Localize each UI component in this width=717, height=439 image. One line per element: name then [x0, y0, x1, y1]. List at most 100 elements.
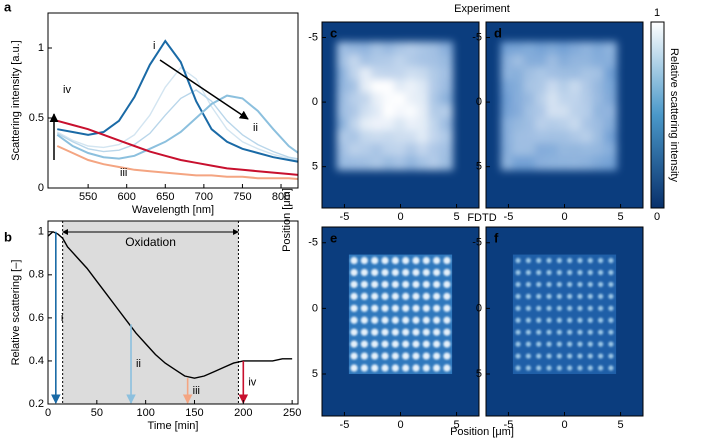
lattice-dot: [412, 268, 420, 277]
lattice-dot: [515, 281, 521, 288]
lattice-dot: [587, 353, 593, 359]
lattice-dot: [536, 341, 542, 347]
lattice-dot: [422, 328, 430, 336]
blob: [348, 54, 362, 69]
blob: [439, 130, 454, 145]
lattice-dot: [422, 292, 430, 300]
blob: [439, 117, 454, 133]
blob: [580, 155, 595, 171]
blob: [500, 104, 515, 120]
x-tick-label: 700: [195, 191, 213, 203]
blob: [535, 54, 549, 69]
series-line: [56, 66, 298, 161]
x-axis-label: Position [μm]: [450, 426, 514, 438]
blob: [580, 104, 595, 120]
blob: [336, 92, 351, 107]
lattice-dot: [556, 257, 562, 264]
blob: [371, 66, 385, 82]
lattice-dot: [422, 256, 430, 265]
lattice-dot: [515, 305, 521, 311]
blob: [535, 155, 549, 171]
blob: [393, 117, 408, 133]
blob: [569, 41, 583, 57]
blob: [546, 79, 560, 95]
lattice-dot: [598, 305, 604, 311]
blob: [348, 92, 362, 107]
x-tick-label: 5: [618, 419, 624, 431]
blob: [592, 117, 606, 133]
lattice-dot: [546, 305, 552, 311]
blob: [603, 92, 618, 107]
blob: [439, 92, 454, 107]
y-tick-label: 5: [312, 368, 318, 380]
panel-label: d: [494, 25, 502, 40]
blob: [439, 79, 454, 95]
lattice-dot: [608, 257, 614, 264]
x-tick-label: 50: [91, 407, 103, 419]
lattice-dot: [536, 329, 542, 335]
lattice-dot: [587, 305, 593, 311]
lattice-dot: [371, 304, 379, 312]
y-tick-label: 0.5: [29, 112, 44, 124]
blob: [382, 66, 396, 82]
blob: [439, 155, 454, 171]
lattice-dot: [577, 293, 583, 299]
blob: [580, 54, 595, 69]
panel-label: a: [4, 0, 12, 14]
lattice-dot: [371, 280, 379, 289]
lattice-dot: [546, 329, 552, 335]
blob: [580, 117, 595, 133]
x-tick-label: -5: [504, 211, 514, 223]
blob: [512, 79, 526, 95]
lattice-dot: [350, 340, 358, 348]
lattice-dot: [371, 256, 379, 265]
lattice-dot: [577, 329, 583, 335]
blob: [382, 92, 396, 107]
heatmap-image: [512, 254, 617, 374]
lattice-dot: [536, 305, 542, 311]
blob: [393, 130, 408, 145]
lattice-dot: [350, 256, 358, 265]
lattice-dot: [608, 293, 614, 299]
lattice-dot: [350, 292, 358, 300]
lattice-dot: [381, 268, 389, 277]
lattice-dot: [587, 329, 593, 335]
lattice-bg: [512, 254, 617, 374]
blob: [348, 104, 362, 120]
lattice-dot: [443, 304, 451, 312]
blob: [500, 142, 515, 158]
blob: [569, 66, 583, 82]
blob: [416, 155, 431, 171]
blob: [500, 79, 515, 95]
axes-frame: [321, 226, 480, 417]
blob: [439, 142, 454, 158]
blob: [546, 104, 560, 120]
lattice-dot: [556, 269, 562, 276]
lattice-dot: [391, 268, 399, 277]
blob: [428, 92, 442, 107]
blob: [348, 142, 362, 158]
heatmap-image: [500, 41, 618, 171]
blob: [393, 142, 408, 158]
blob: [348, 79, 362, 95]
blob: [580, 92, 595, 107]
blob: [535, 79, 549, 95]
blob: [348, 66, 362, 82]
y-tick-label: 0: [476, 96, 482, 108]
blob: [603, 66, 618, 82]
lattice-dot: [536, 317, 542, 323]
blob: [592, 92, 606, 107]
blob: [523, 41, 538, 57]
lattice-dot: [525, 341, 531, 347]
plot-area: [48, 230, 293, 379]
blob: [512, 130, 526, 145]
heatmap-title: FDTD: [467, 212, 496, 224]
blob: [428, 117, 442, 133]
blob: [382, 54, 396, 69]
lattice-dot: [567, 365, 573, 371]
series-line: [56, 145, 298, 181]
blob: [557, 54, 572, 69]
lattice-dot: [402, 280, 410, 289]
blob: [603, 142, 618, 158]
trend-arrow: [159, 59, 249, 120]
